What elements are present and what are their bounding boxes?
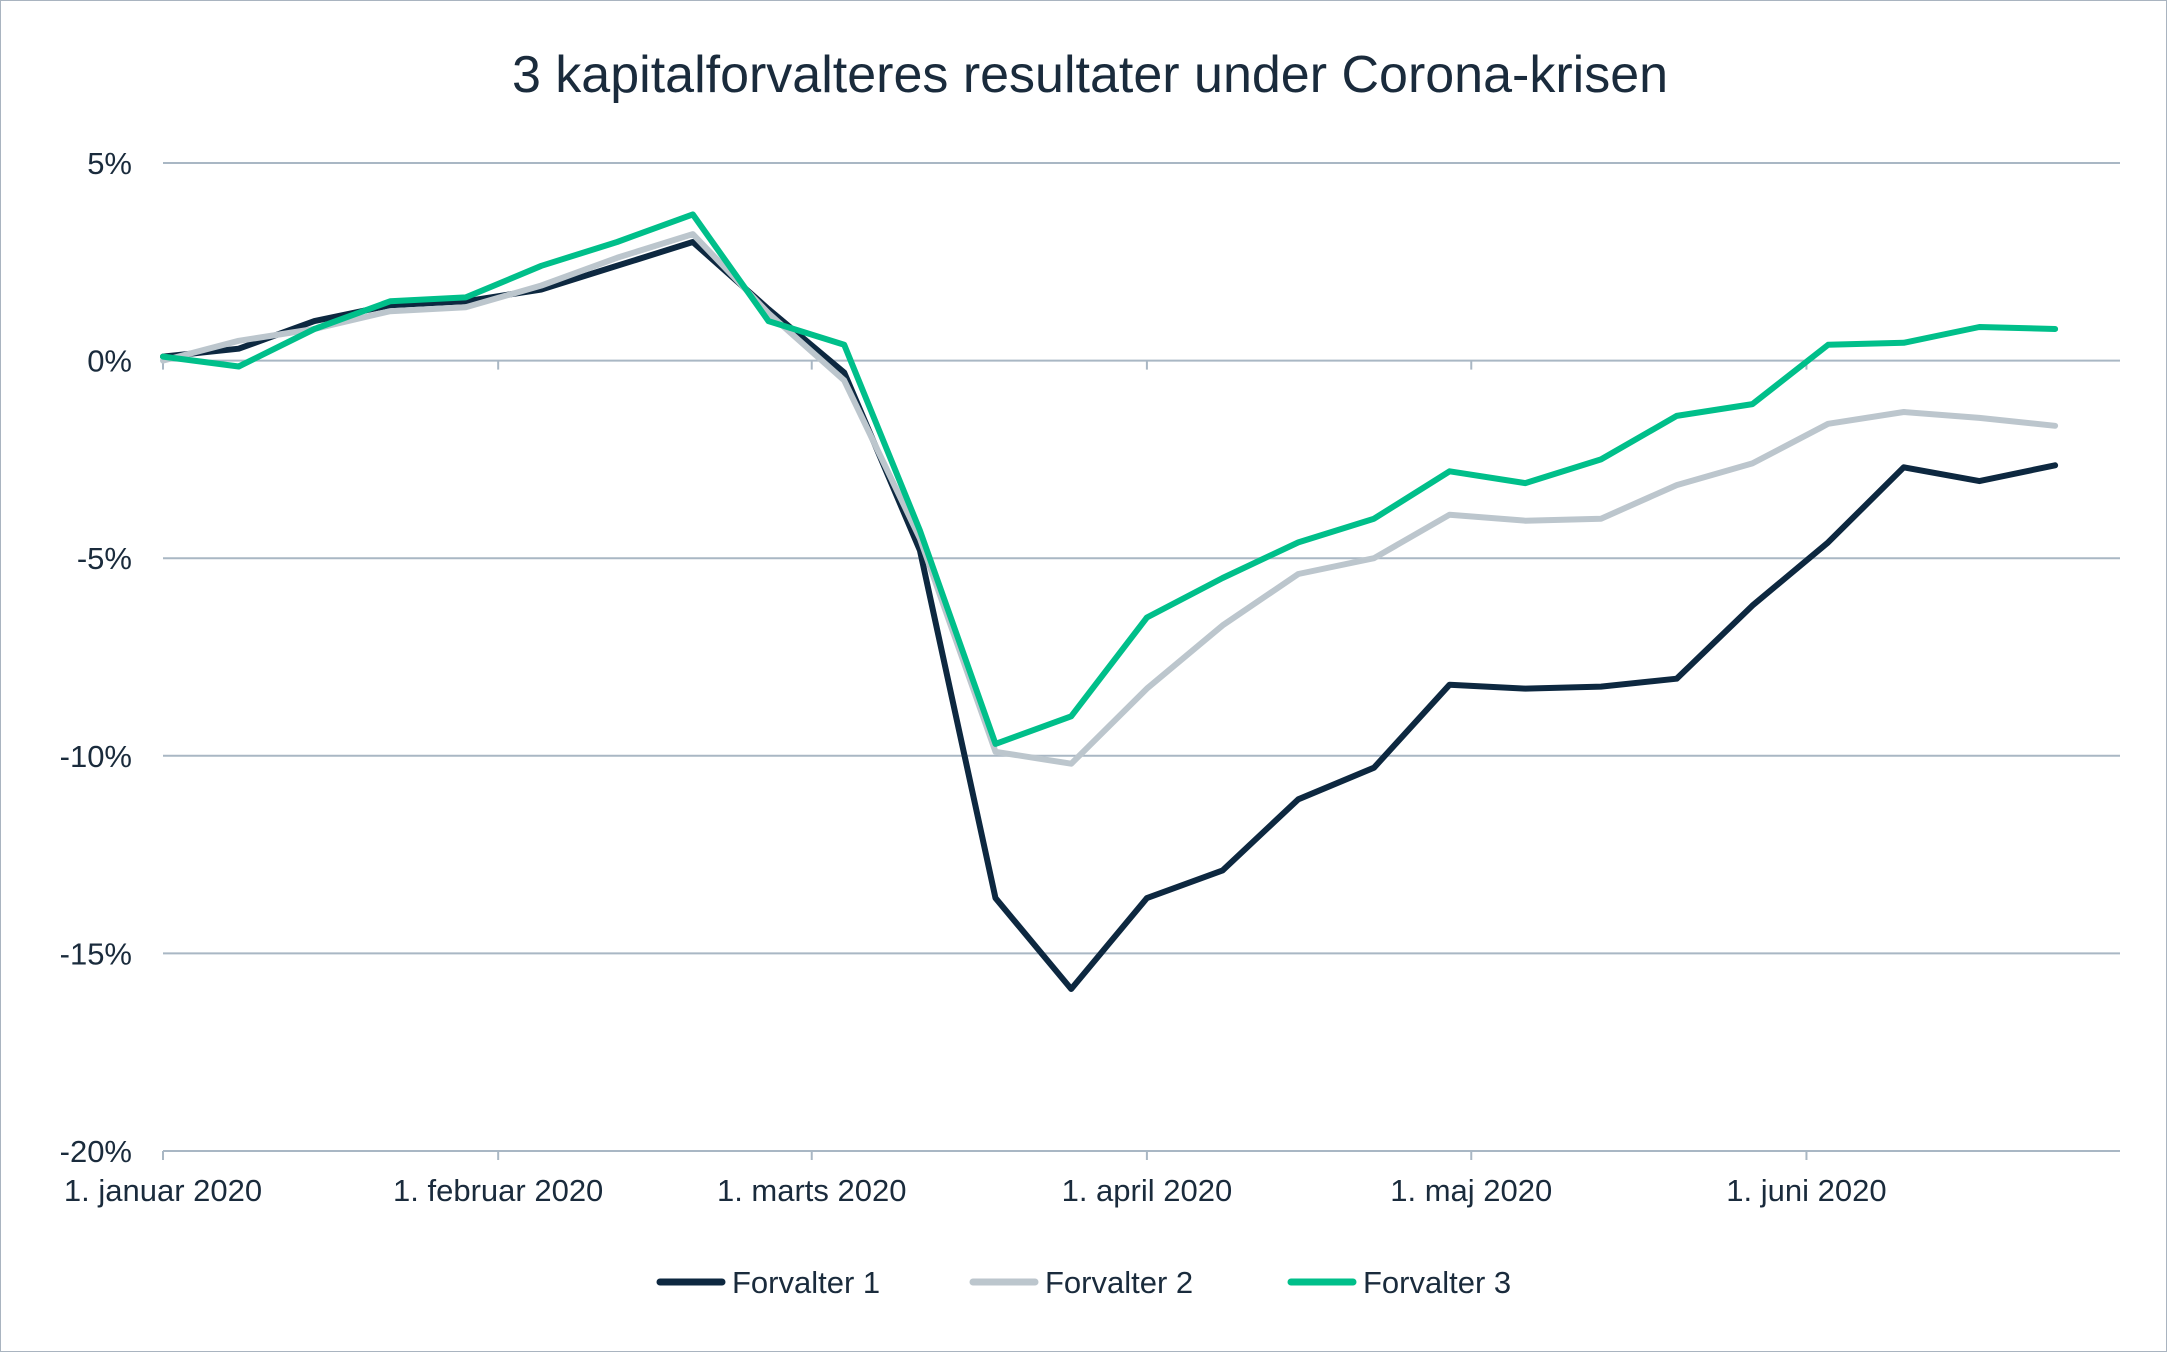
legend-label: Forvalter 1 — [732, 1265, 880, 1300]
chart-title: 3 kapitalforvalteres resultater under Co… — [512, 46, 1668, 104]
y-tick-label: -15% — [60, 936, 132, 971]
y-tick-label: -20% — [60, 1134, 132, 1169]
x-axis: 1. januar 2020 1. februar 2020 1. marts 20… — [64, 360, 1887, 1208]
legend-label: Forvalter 2 — [1045, 1265, 1193, 1300]
x-tick-label: 1. april 2020 — [1062, 1173, 1233, 1208]
y-tick-label: 5% — [87, 146, 132, 181]
y-tick-label: -5% — [77, 541, 132, 576]
y-tick-label: 0% — [87, 344, 132, 379]
y-axis: 5% 0% -5% -10% -15% -20% — [60, 146, 132, 1169]
series-line-1 — [160, 239, 2059, 992]
x-tick-label: 1. marts 2020 — [717, 1173, 907, 1208]
x-tick-label: 1. januar 2020 — [64, 1173, 262, 1208]
x-tick-label: 1. juni 2020 — [1726, 1173, 1886, 1208]
legend: Forvalter 1 Forvalter 2 Forvalter 3 — [656, 1265, 1511, 1300]
x-tick-label: 1. maj 2020 — [1390, 1173, 1552, 1208]
gridlines — [163, 162, 2120, 1152]
series-line-3 — [160, 211, 2059, 747]
x-tick-label: 1. februar 2020 — [393, 1173, 603, 1208]
y-tick-label: -10% — [60, 739, 132, 774]
series-line-2 — [160, 231, 2059, 767]
legend-label: Forvalter 3 — [1363, 1265, 1511, 1300]
series-lines — [160, 211, 2059, 992]
